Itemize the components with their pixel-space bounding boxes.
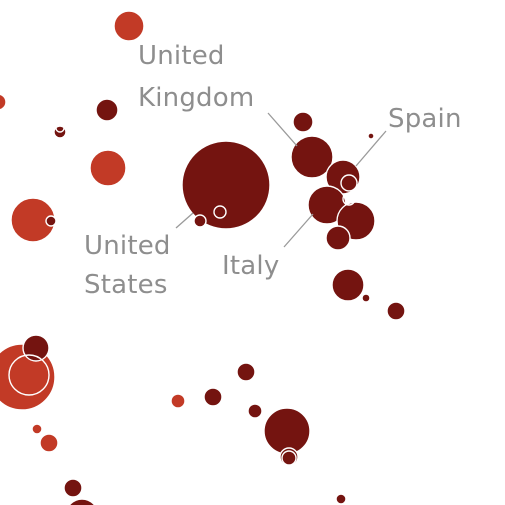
label-italy: Italy: [222, 251, 279, 281]
bubble-southwest-dark: [22, 334, 50, 362]
label-united-kingdom-line1: United: [138, 41, 225, 71]
bubble-united-states: [181, 140, 271, 230]
bubble-spain-dot: [367, 132, 375, 140]
bubble-south-mid-b: [236, 362, 256, 382]
label-united-kingdom-line2: Kingdom: [138, 83, 254, 113]
label-spain: Spain: [388, 104, 462, 134]
ring-southwest-inner: [8, 354, 50, 396]
bubble-southwest-small: [39, 433, 59, 453]
bubble-cluster-c: [325, 225, 351, 251]
bubble-north-small: [95, 98, 119, 122]
leader-line-uk: [267, 112, 298, 147]
ring-spain-inner: [340, 174, 358, 192]
bubble-north-top: [113, 10, 145, 42]
leader-line-us: [175, 212, 194, 229]
ring-south-large-inner: [281, 450, 297, 466]
bubble-united-kingdom: [290, 135, 334, 179]
bubble-bottom-a: [63, 478, 83, 498]
bubble-bottom-dot: [335, 493, 347, 505]
bubble-south-large: [263, 407, 311, 455]
leader-line-italy: [283, 213, 314, 248]
bubble-west-mid: [89, 149, 127, 187]
ring-us-inner: [213, 205, 227, 219]
label-united-states-line2: States: [84, 270, 168, 300]
bubble-south-mid-c: [247, 403, 263, 419]
country-labels: United Kingdom Spain United States Italy: [84, 41, 462, 300]
bubble-south-b: [386, 301, 406, 321]
ring-west-tiny-inner: [55, 123, 65, 133]
bubble-uk-small: [292, 111, 314, 133]
bubble-south-a: [331, 268, 365, 302]
bubble-bottom-b: [68, 498, 96, 505]
bubble-us-neighbor: [193, 214, 207, 228]
bubble-south-mid-a: [203, 387, 223, 407]
bubble-west-large-small: [45, 215, 57, 227]
bubble-layer: [0, 10, 406, 505]
label-united-states-line1: United: [84, 231, 171, 261]
bubble-southwest-tiny: [31, 423, 43, 435]
bubble-south-mid-tiny: [170, 393, 186, 409]
leader-lines: [175, 112, 387, 248]
ring-cluster-inner: [342, 192, 356, 206]
leader-line-spain: [355, 130, 387, 167]
bubble-edge-left: [0, 93, 7, 111]
bubble-south-dot: [361, 293, 371, 303]
